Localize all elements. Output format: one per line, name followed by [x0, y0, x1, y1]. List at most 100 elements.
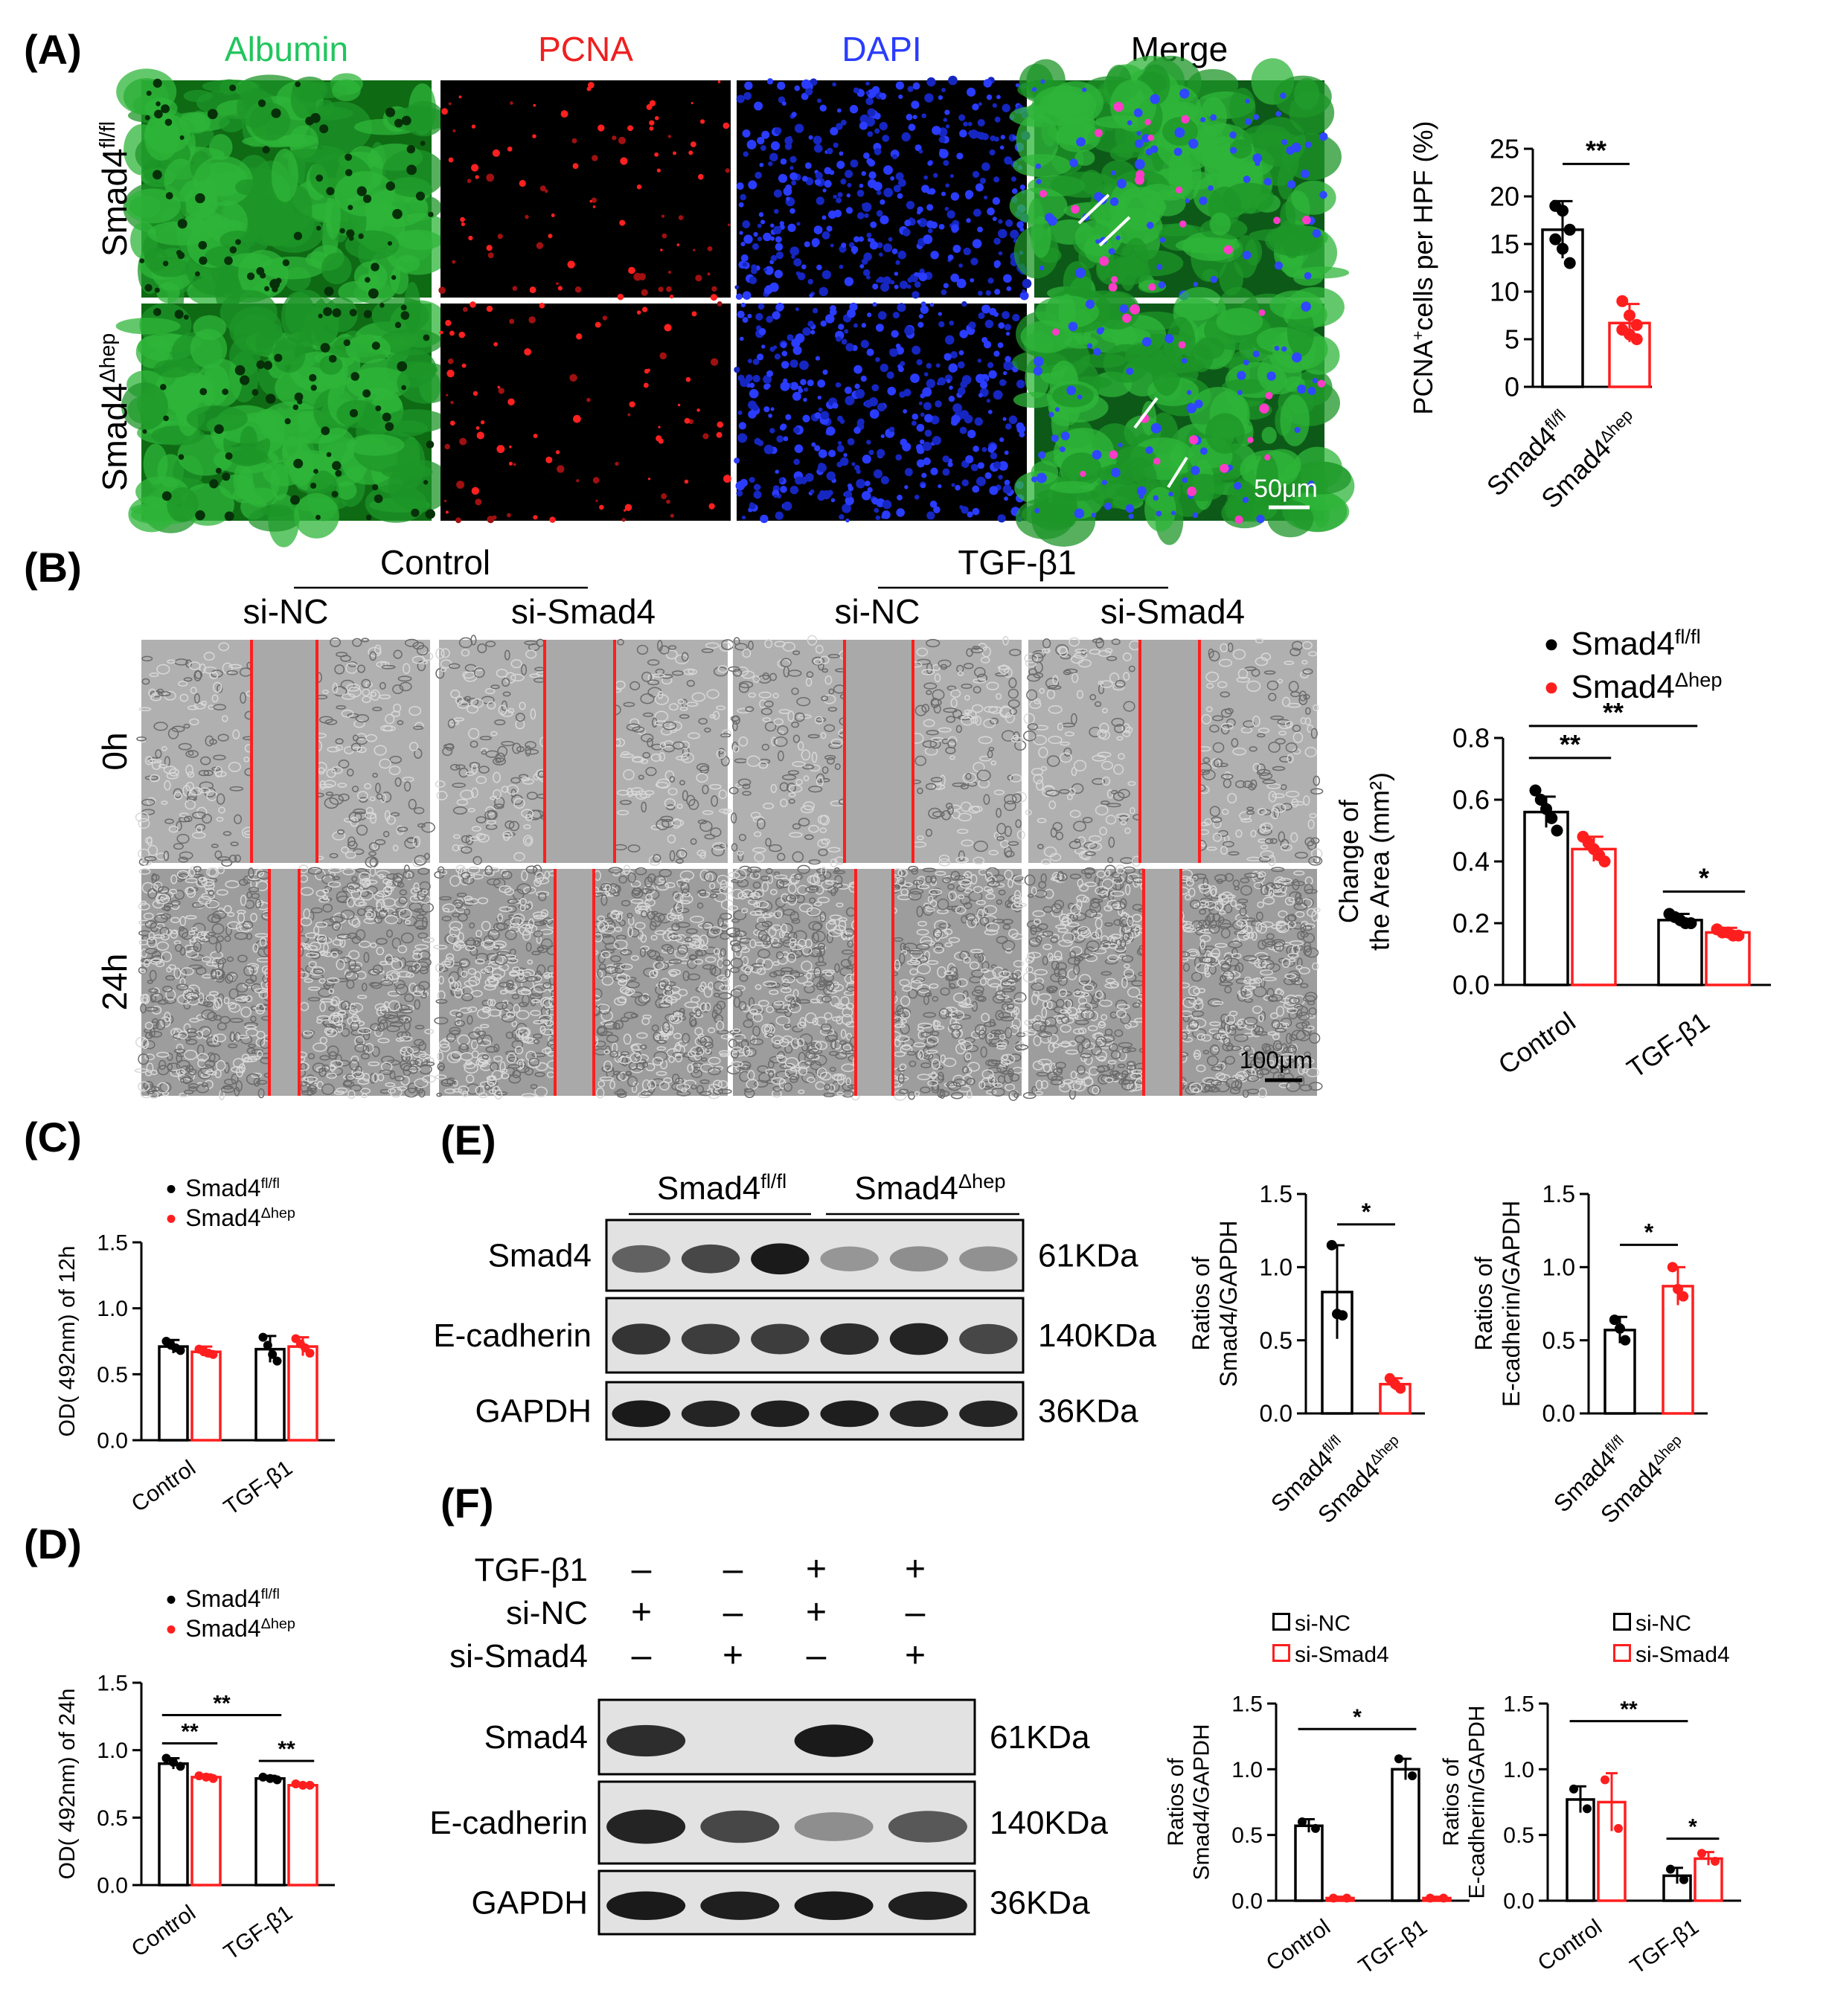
nucleus [309, 373, 317, 382]
dapi-dot [979, 381, 988, 389]
dapi-dot [818, 286, 828, 297]
dapi-dot [874, 148, 882, 155]
dapi-dot [821, 270, 831, 280]
cell [141, 655, 153, 662]
nucleus [1109, 197, 1119, 206]
pcna-dot [676, 243, 680, 247]
dapi-dot [984, 472, 992, 479]
cell-blob [183, 89, 213, 103]
cell-blob [1055, 122, 1100, 153]
nucleus [1156, 510, 1162, 517]
dapi-dot [791, 180, 797, 186]
scratch-gap [269, 869, 299, 1096]
dapi-dot [880, 363, 888, 373]
dapi-dot [998, 475, 1003, 480]
pcna-dot [643, 382, 649, 388]
dapi-dot [742, 220, 751, 228]
dapi-dot [975, 373, 985, 384]
nucleus [1181, 358, 1188, 364]
dapi-dot [804, 241, 810, 248]
cell [361, 678, 371, 689]
data-point [1557, 243, 1569, 255]
dapi-dot [789, 485, 799, 495]
cell [230, 841, 239, 847]
dapi-dot [987, 362, 994, 368]
dapi-dot [747, 313, 752, 318]
dapi-dot [858, 236, 865, 243]
dapi-dot [958, 350, 964, 356]
nucleus [400, 311, 410, 320]
pcna-dot [452, 129, 456, 132]
dapi-dot [948, 395, 955, 402]
dapi-dot [867, 108, 876, 117]
nucleus [162, 260, 169, 266]
dapi-dot [876, 324, 884, 332]
cell [213, 754, 226, 760]
dapi-dot [993, 237, 1001, 245]
dapi-dot [922, 387, 932, 397]
dapi-dot [908, 123, 916, 132]
dapi-dot [918, 401, 923, 405]
significance-label: ** [1586, 135, 1606, 165]
pcna-dot [576, 479, 580, 483]
nucleus [332, 460, 342, 471]
data-point [1549, 233, 1562, 245]
nucleus [1234, 481, 1242, 490]
cell [413, 806, 425, 815]
cell [325, 792, 333, 796]
dapi-dot [796, 222, 801, 226]
dapi-dot [868, 449, 874, 455]
cell-blob [338, 280, 375, 304]
dapi-dot [914, 144, 922, 152]
pcna-dot [716, 431, 723, 438]
cell [330, 637, 342, 647]
dapi-dot [856, 189, 865, 197]
nucleus [199, 388, 208, 396]
column-label: PCNA [538, 30, 633, 68]
dapi-dot [883, 165, 893, 176]
nucleus [225, 452, 233, 460]
pcna-dot [691, 102, 693, 105]
nucleus [1192, 512, 1199, 519]
pcna-dot [617, 293, 624, 301]
nucleus [1229, 131, 1237, 139]
pcna-dot [549, 516, 556, 523]
nucleus [1319, 190, 1327, 199]
cell [228, 664, 242, 669]
pcna-dot [449, 420, 455, 426]
dapi-dot [906, 113, 913, 121]
dapi-dot [892, 312, 900, 319]
pcna-dot [699, 119, 705, 124]
dapi-dot [944, 109, 950, 115]
dapi-dot [754, 101, 763, 111]
dapi-dot [875, 357, 880, 362]
nucleus [1243, 176, 1251, 183]
dapi-dot [784, 136, 793, 145]
pcna-dot [556, 282, 559, 286]
dapi-dot [923, 457, 931, 466]
pcna-dot [507, 398, 515, 406]
nucleus [274, 353, 283, 362]
nucleus [1135, 139, 1144, 148]
pcna-dot [573, 414, 581, 423]
dapi-dot [844, 329, 849, 334]
dapi-dot [846, 193, 851, 198]
dapi-dot [849, 302, 858, 312]
dapi-dot [847, 309, 856, 318]
dapi-dot [872, 283, 879, 290]
nucleus [293, 458, 304, 469]
dapi-dot [888, 426, 895, 432]
dapi-dot [986, 399, 990, 403]
nucleus [1304, 272, 1312, 280]
group-label: Control [380, 543, 490, 582]
nucleus [1193, 281, 1199, 287]
cell [144, 855, 157, 861]
nucleus [207, 109, 218, 120]
cell [193, 693, 200, 704]
dapi-dot [871, 497, 879, 505]
dapi-dot [963, 247, 971, 256]
pcna-dot [638, 272, 647, 280]
dapi-dot [839, 419, 845, 424]
dapi-dot [1004, 156, 1013, 165]
micrograph-merge [1012, 286, 1355, 547]
